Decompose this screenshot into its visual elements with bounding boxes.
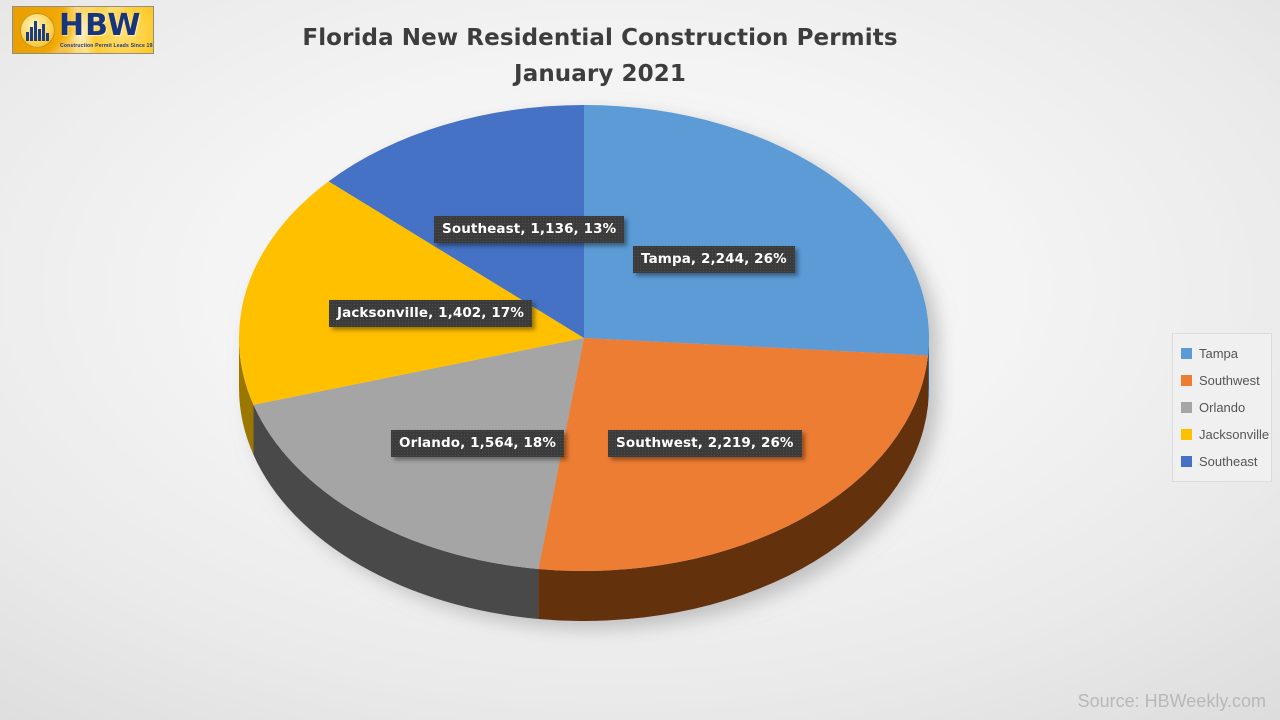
- chart-legend: Tampa Southwest Orlando Jacksonville Southea…: [1172, 333, 1272, 482]
- legend-swatch-icon: [1181, 429, 1192, 440]
- legend-item-label: Southeast: [1199, 454, 1258, 469]
- legend-item-southeast[interactable]: Southeast: [1181, 448, 1267, 475]
- pie-body: [238, 105, 929, 622]
- legend-item-southwest[interactable]: Southwest: [1181, 367, 1267, 394]
- pie-side-tampa: [928, 338, 929, 406]
- legend-item-jacksonville[interactable]: Jacksonville: [1181, 421, 1270, 448]
- logo-tagline: Construction Permit Leads Since 1989: [60, 43, 154, 49]
- pie-side-walls: [239, 338, 929, 622]
- pie-slice-jacksonville[interactable]: [238, 181, 584, 405]
- legend-item-label: Jacksonville: [1199, 427, 1270, 442]
- data-label-tampa: Tampa, 2,244, 26%: [633, 246, 795, 273]
- legend-item-orlando[interactable]: Orlando: [1181, 394, 1267, 421]
- pie-side-southwest: [538, 355, 929, 622]
- pie-slice-tampa[interactable]: [584, 105, 929, 356]
- legend-item-label: Orlando: [1199, 400, 1246, 415]
- pie-chart: Southeast, 1,136, 13% Tampa, 2,244, 26% …: [238, 105, 929, 622]
- pie-side-jacksonville: [239, 338, 254, 455]
- chart-title: Florida New Residential Construction Per…: [0, 20, 1200, 92]
- pie-chart-svg: [238, 105, 929, 622]
- data-label-jacksonville: Jacksonville, 1,402, 17%: [329, 300, 532, 327]
- legend-item-label: Southwest: [1199, 373, 1260, 388]
- chart-title-line1: Florida New Residential Construction Per…: [302, 25, 898, 51]
- data-label-orlando: Orlando, 1,564, 18%: [391, 430, 564, 457]
- legend-swatch-icon: [1181, 375, 1192, 386]
- logo-wordmark: HBW: [59, 8, 142, 43]
- hbw-logo: HBW Construction Permit Leads Since 1989: [12, 6, 154, 54]
- pie-top-faces: [238, 105, 929, 571]
- logo-circle-icon: [20, 13, 55, 48]
- legend-swatch-icon: [1181, 456, 1192, 467]
- legend-item-label: Tampa: [1199, 346, 1239, 361]
- building-bars-icon: [26, 20, 49, 41]
- data-label-southwest: Southwest, 2,219, 26%: [608, 430, 802, 457]
- legend-item-tampa[interactable]: Tampa: [1181, 340, 1267, 367]
- pie-side-orlando: [253, 404, 539, 619]
- legend-swatch-icon: [1181, 348, 1192, 359]
- source-note: Source: HBWeekly.com: [1077, 691, 1266, 711]
- data-label-southeast: Southeast, 1,136, 13%: [434, 216, 625, 243]
- legend-swatch-icon: [1181, 402, 1192, 413]
- chart-title-line2: January 2021: [514, 61, 686, 87]
